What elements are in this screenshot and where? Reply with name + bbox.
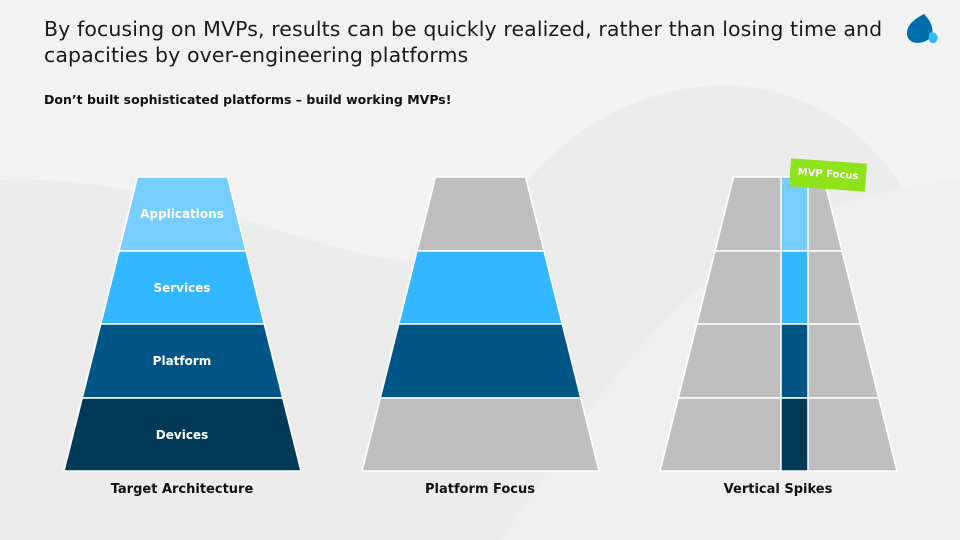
- caption-target-architecture: Target Architecture: [110, 482, 254, 497]
- caption-platform-focus: Platform Focus: [424, 482, 536, 497]
- layer-services: [695, 250, 862, 325]
- layer-label-services: Services: [153, 281, 211, 295]
- layer-devices: [361, 397, 600, 472]
- layer-label-applications: Applications: [140, 207, 224, 221]
- layer-platform: [677, 323, 880, 399]
- layer-platform: [379, 323, 582, 399]
- layer-label-platform: Platform: [152, 354, 212, 368]
- mvp-column-devices: [780, 397, 809, 472]
- mvp-column-services: [780, 250, 809, 325]
- layer-services: [397, 250, 564, 325]
- slide-subtitle: Don’t built sophisticated platforms – bu…: [44, 92, 452, 107]
- layer-label-devices: Devices: [155, 428, 209, 442]
- caption-vertical-spikes: Vertical Spikes: [723, 482, 833, 497]
- mvp-focus-badge: MVP Focus: [789, 158, 867, 192]
- droplet-logo-icon: [906, 14, 938, 44]
- slide-title: By focusing on MVPs, results can be quic…: [44, 17, 883, 67]
- mvp-column-applications: [780, 176, 809, 252]
- layer-devices: [659, 397, 898, 472]
- mvp-column-platform: [780, 323, 809, 399]
- layer-applications: [416, 176, 545, 252]
- layer-devices: [63, 397, 302, 472]
